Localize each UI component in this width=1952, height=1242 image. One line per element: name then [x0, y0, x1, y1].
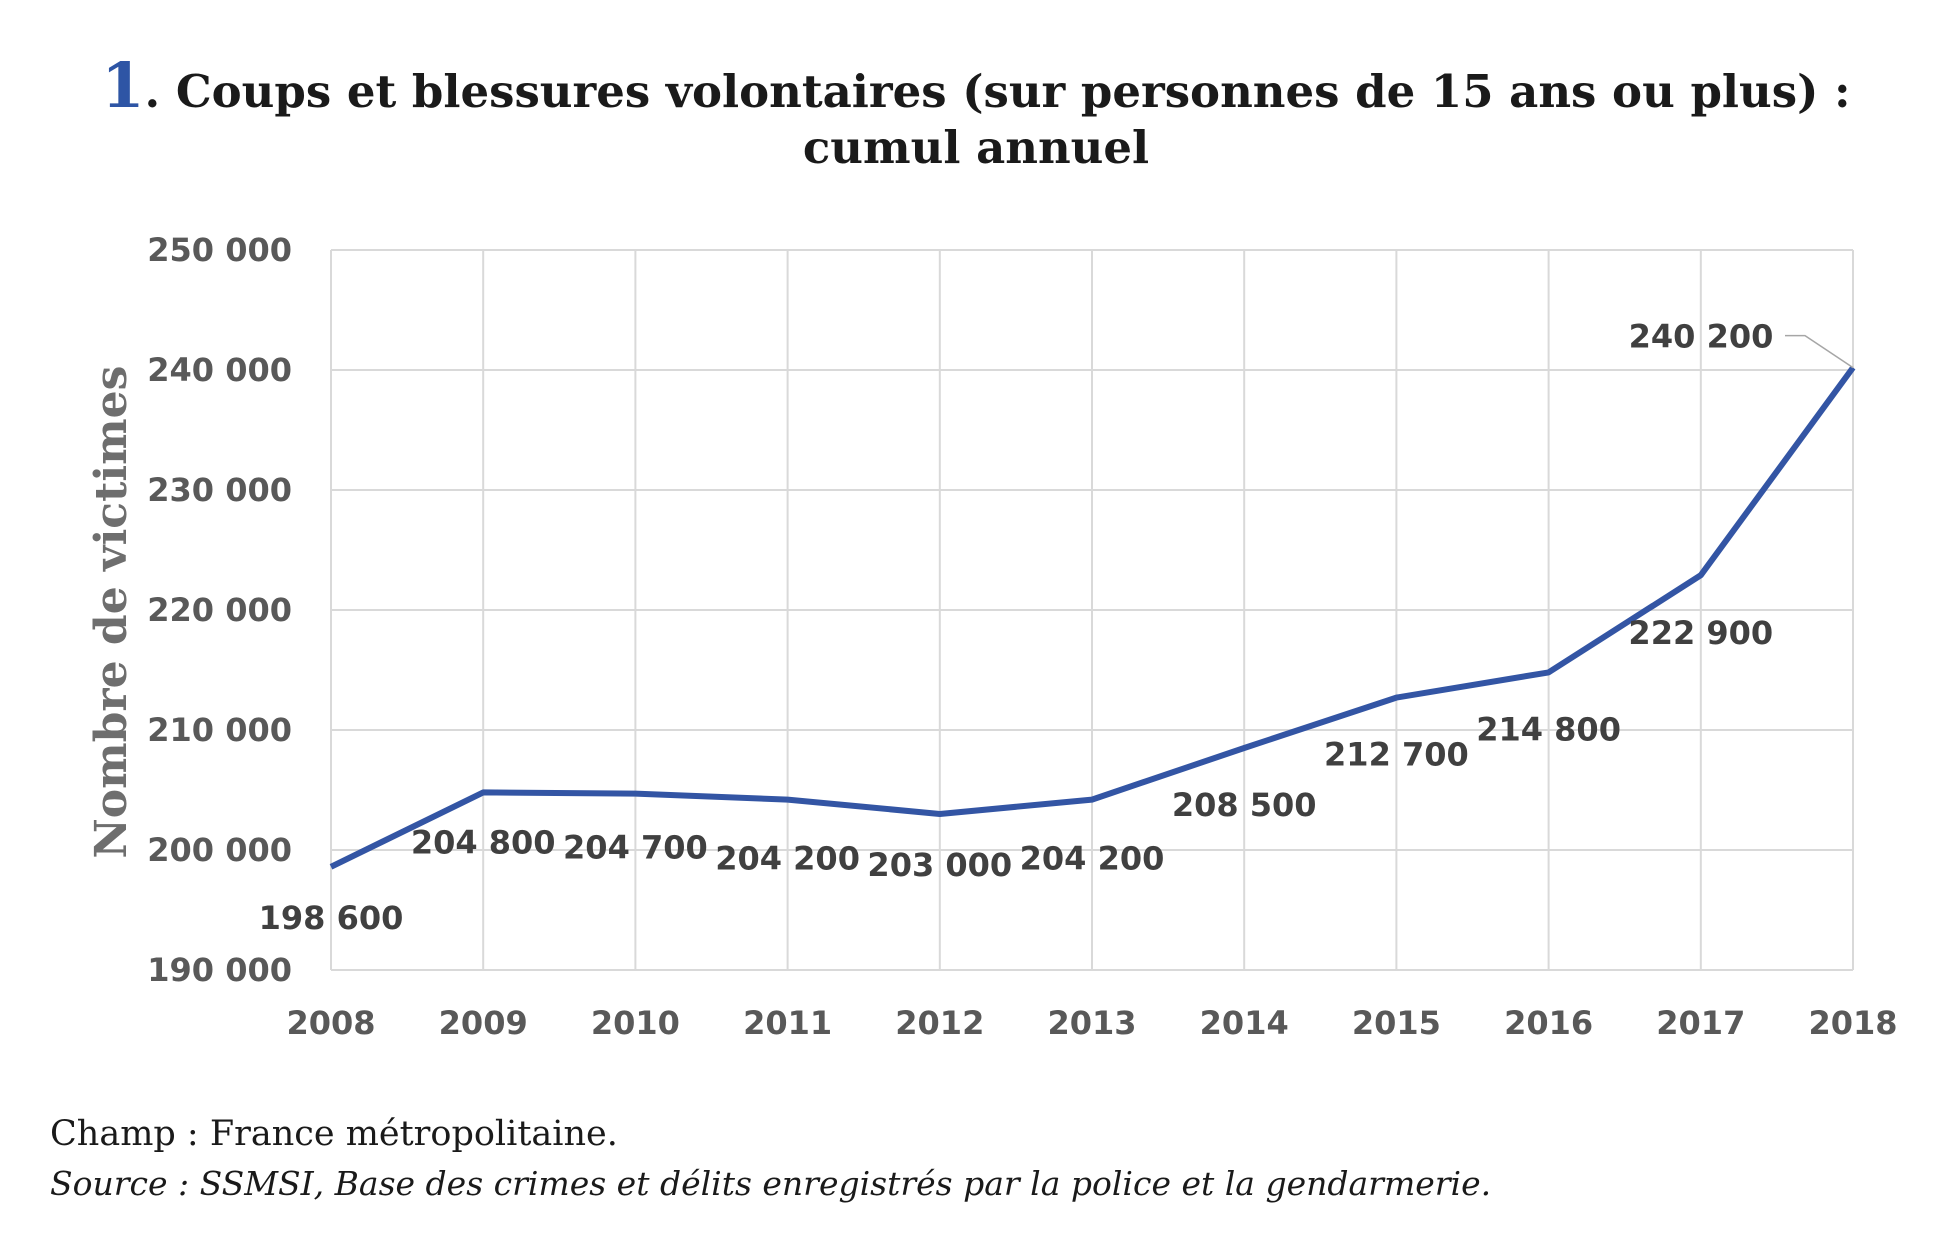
y-tick-label: 230 000 [147, 471, 292, 509]
x-tick-label: 2009 [439, 1004, 528, 1042]
series-line [329, 365, 1856, 870]
x-tick-label: 2015 [1352, 1004, 1441, 1042]
data-label: 204 200 [715, 840, 860, 878]
data-label: 198 600 [259, 899, 404, 937]
data-label: 208 500 [1172, 786, 1317, 824]
x-tick-label: 2017 [1656, 1004, 1745, 1042]
y-tick-label: 250 000 [147, 231, 292, 269]
title-line-2: cumul annuel [802, 121, 1150, 174]
figure-number: 1 [101, 49, 145, 122]
y-axis-ticks: 190 000 200 000 210 000 220 000 230 000 240 0… [147, 231, 292, 989]
series-line-group [329, 365, 1856, 870]
data-label: 212 700 [1324, 736, 1469, 774]
chart-title: 1. Coups et blessures volontaires (sur p… [0, 55, 1952, 176]
gridlines [330, 249, 1854, 971]
x-tick-label: 2011 [743, 1004, 832, 1042]
y-tick-label: 210 000 [147, 711, 292, 749]
y-tick-label: 220 000 [147, 591, 292, 629]
line-chart: 190 000 200 000 210 000 220 000 230 000 240 0… [86, 231, 1898, 1042]
data-label: 222 900 [1628, 614, 1773, 652]
data-label: 203 000 [867, 846, 1012, 884]
title-line-1: . Coups et blessures volontaires (sur pe… [144, 65, 1851, 118]
x-tick-label: 2013 [1047, 1004, 1136, 1042]
x-tick-label: 2012 [895, 1004, 984, 1042]
x-tick-label: 2010 [591, 1004, 680, 1042]
data-label: 204 200 [1020, 840, 1165, 878]
y-axis-label: Nombre de victimes [86, 366, 137, 859]
x-tick-label: 2008 [286, 1004, 375, 1042]
y-tick-label: 240 000 [147, 351, 292, 389]
source-note: Source : SSMSI, Base des crimes et délit… [50, 1164, 1492, 1203]
y-tick-label: 200 000 [147, 831, 292, 869]
x-axis-ticks: 2008 2009 2010 2011 2012 2013 2014 2015 2016 2017… [286, 1004, 1897, 1042]
leader-line [1785, 334, 1854, 369]
x-tick-label: 2016 [1504, 1004, 1593, 1042]
data-label: 204 800 [411, 823, 556, 861]
data-label: 240 200 [1629, 318, 1774, 356]
data-label: 204 700 [563, 829, 708, 867]
data-label: 214 800 [1476, 710, 1621, 748]
scope-note: Champ : France métropolitaine. [50, 1114, 618, 1154]
y-tick-label: 190 000 [147, 951, 292, 989]
x-tick-label: 2018 [1808, 1004, 1897, 1042]
x-tick-label: 2014 [1200, 1004, 1289, 1042]
